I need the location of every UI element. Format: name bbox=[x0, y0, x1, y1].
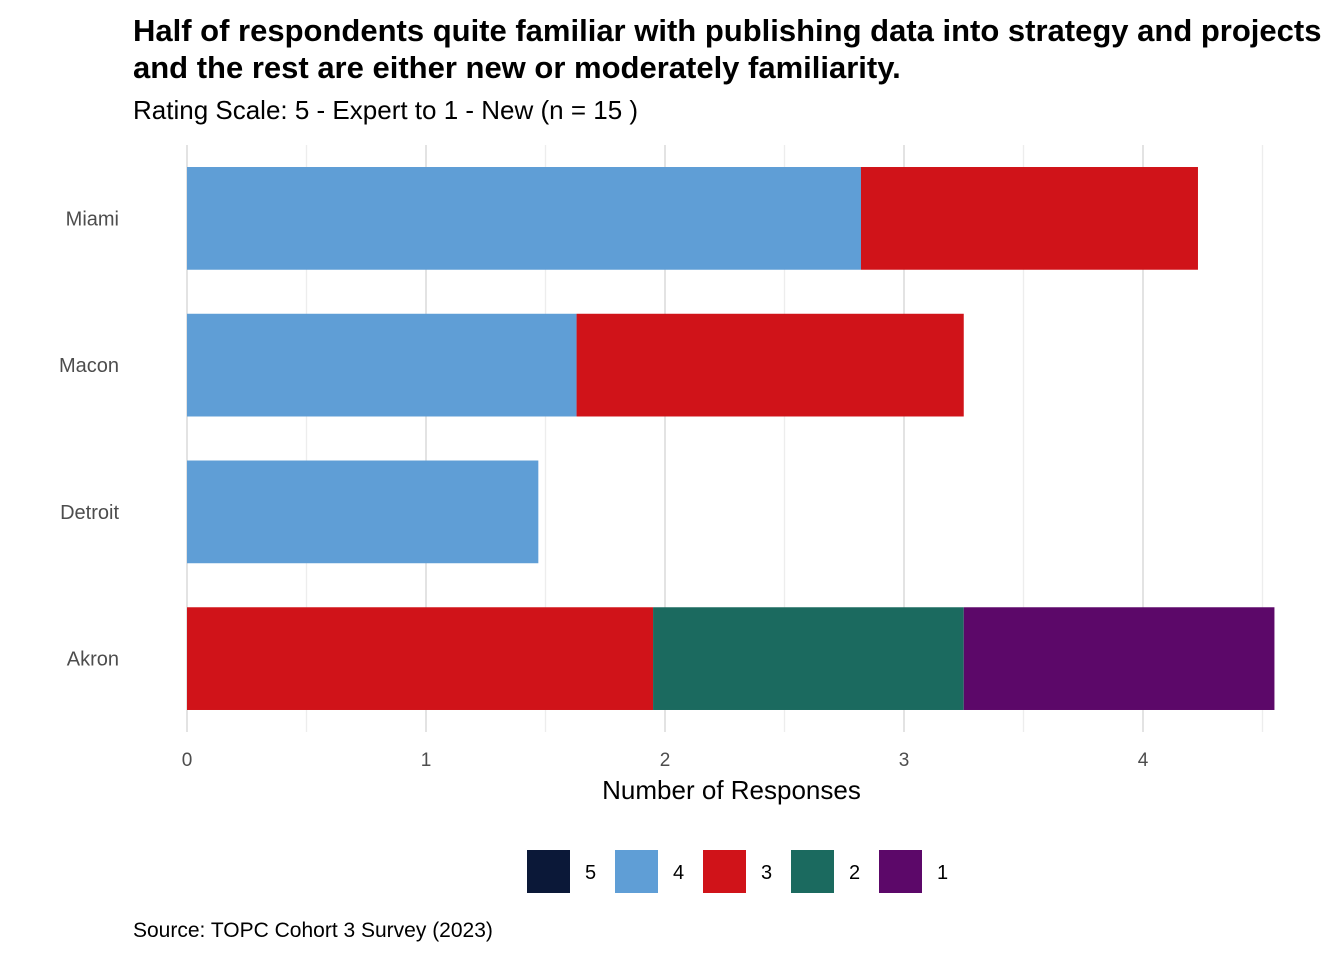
bar-detroit-rating-4 bbox=[187, 460, 539, 564]
chart-title: Half of respondents quite familiar with … bbox=[133, 13, 1322, 85]
bar-miami-rating-4 bbox=[187, 167, 861, 270]
x-tick-label: 4 bbox=[1138, 750, 1149, 771]
legend-label: 4 bbox=[673, 862, 684, 884]
category-label: Miami bbox=[66, 208, 119, 230]
bar-macon-rating-4 bbox=[187, 313, 577, 417]
legend-key-5 bbox=[527, 850, 570, 893]
bars bbox=[187, 167, 1275, 710]
legend-key-1 bbox=[879, 850, 922, 893]
x-tick-label: 1 bbox=[421, 750, 432, 771]
chart-subtitle: Rating Scale: 5 - Expert to 1 - New (n =… bbox=[133, 95, 639, 125]
legend-key-3 bbox=[703, 850, 746, 893]
legend-label: 2 bbox=[849, 862, 860, 884]
x-tick-labels: 0 1 2 3 4 bbox=[182, 750, 1149, 771]
bar-miami-rating-3 bbox=[860, 167, 1198, 270]
category-label: Macon bbox=[59, 355, 119, 377]
x-tick-label: 3 bbox=[899, 750, 910, 771]
legend: 5 4 3 2 1 bbox=[527, 850, 948, 893]
category-labels: Miami Macon Detroit Akron bbox=[59, 208, 119, 670]
bar-macon-rating-3 bbox=[576, 313, 964, 417]
chart-caption: Source: TOPC Cohort 3 Survey (2023) bbox=[133, 919, 493, 942]
bar-akron-rating-1 bbox=[963, 607, 1275, 710]
legend-label: 5 bbox=[585, 862, 596, 884]
legend-key-2 bbox=[791, 850, 834, 893]
legend-key-4 bbox=[615, 850, 658, 893]
legend-label: 1 bbox=[937, 862, 948, 884]
x-tick-label: 2 bbox=[660, 750, 671, 771]
x-tick-label: 0 bbox=[182, 750, 193, 771]
legend-label: 3 bbox=[761, 862, 772, 884]
x-axis-title: Number of Responses bbox=[602, 775, 861, 805]
bar-akron-rating-3 bbox=[187, 607, 654, 710]
category-label: Detroit bbox=[60, 502, 119, 524]
bar-akron-rating-2 bbox=[653, 607, 964, 710]
category-label: Akron bbox=[67, 649, 119, 671]
